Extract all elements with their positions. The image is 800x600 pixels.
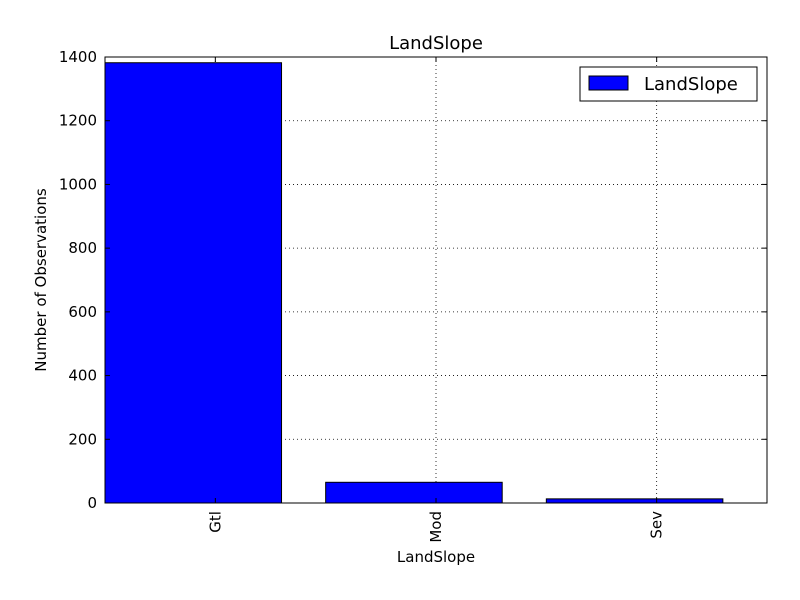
chart-title: LandSlope: [389, 33, 483, 54]
bar: [325, 481, 503, 504]
bar: [545, 498, 724, 504]
legend-swatch: [588, 75, 629, 91]
y-tick-label: 1400: [59, 48, 97, 66]
y-axis-label: Number of Observations: [32, 188, 50, 372]
y-tick-label: 800: [68, 239, 97, 257]
y-tick-label: 0: [87, 494, 97, 512]
x-tick-label: Mod: [427, 511, 445, 543]
y-tick-label: 600: [68, 303, 97, 321]
bars: [104, 62, 724, 504]
y-tick-label: 1200: [59, 112, 97, 130]
x-tick-label: Gtl: [206, 511, 224, 533]
y-tick-label: 400: [68, 367, 97, 385]
legend: LandSlope: [579, 66, 758, 102]
y-tick-label: 200: [68, 430, 97, 448]
bar: [104, 62, 283, 504]
axis-ticks: 0 200 400 600 800 1000 1200 1400 Gtl Mod Sev: [59, 48, 767, 543]
x-tick-label: Sev: [648, 511, 666, 539]
legend-label: LandSlope: [644, 74, 738, 95]
y-tick-label: 1000: [59, 175, 97, 193]
x-axis-label: LandSlope: [397, 548, 475, 566]
